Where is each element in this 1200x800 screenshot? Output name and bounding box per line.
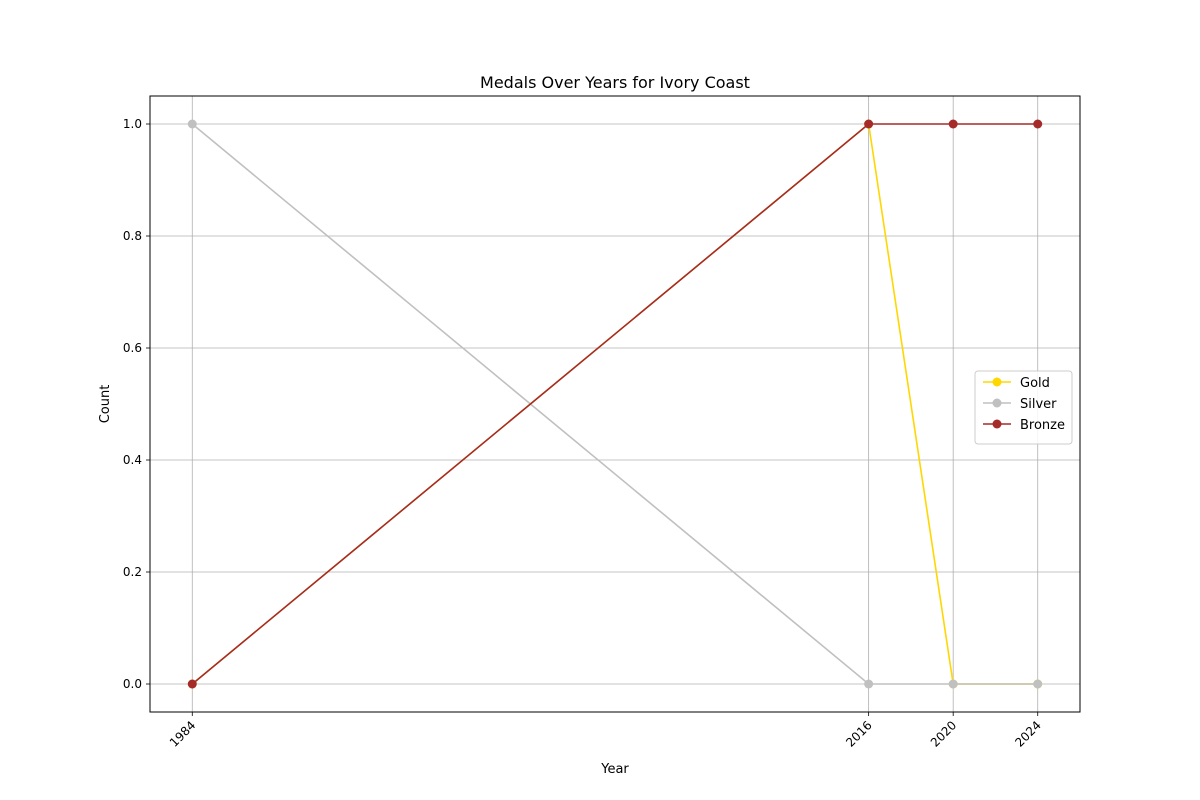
silver-point (948, 679, 958, 689)
silver-point (187, 119, 197, 129)
y-tick-label: 0.2 (123, 565, 142, 579)
y-axis-label: Count (98, 385, 113, 424)
y-tick-label: 1.0 (123, 117, 142, 131)
bronze-point (187, 679, 197, 689)
y-ticks: 0.0 0.2 0.4 0.6 0.8 1.0 (123, 117, 150, 691)
silver-legend-label: Silver (1020, 397, 1057, 412)
bronze-line (191, 123, 1038, 685)
y-tick-label: 0.4 (123, 453, 142, 467)
bronze-legend-marker (992, 419, 1002, 429)
silver-point (864, 679, 874, 689)
bronze-legend-label: Bronze (1020, 418, 1065, 433)
bronze-series (187, 119, 1043, 689)
legend: Gold Silver Bronze (974, 370, 1073, 445)
x-axis-label: Year (600, 762, 629, 777)
silver-legend-marker (992, 398, 1002, 408)
chart-title: Medals Over Years for Ivory Coast (480, 73, 750, 92)
silver-point (1033, 679, 1043, 689)
y-tick-label: 0.6 (123, 341, 142, 355)
series-lines (187, 119, 1043, 689)
bronze-point (1033, 119, 1043, 129)
bronze-point (948, 119, 958, 129)
bronze-point (864, 119, 874, 129)
plot-frame (149, 95, 1081, 713)
gold-legend-label: Gold (1020, 376, 1050, 391)
gold-legend-marker (992, 377, 1002, 387)
y-tick-label: 0.0 (123, 677, 142, 691)
y-tick-label: 0.8 (123, 229, 142, 243)
